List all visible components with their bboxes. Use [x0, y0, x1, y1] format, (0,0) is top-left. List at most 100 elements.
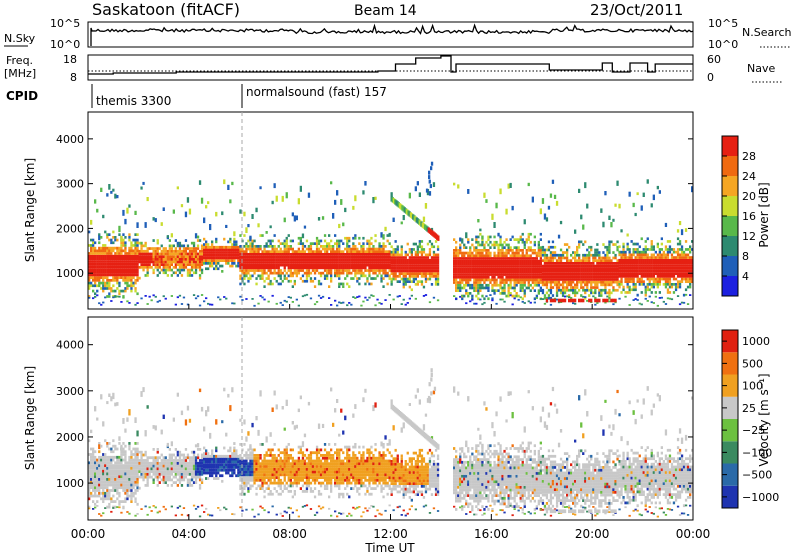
power-cell: [209, 253, 212, 257]
power-cell: [489, 267, 492, 271]
power-cell: [259, 247, 262, 251]
power-cell: [662, 300, 665, 303]
power-cell: [130, 249, 133, 253]
velocity-cell: [98, 478, 101, 481]
power-cell: [160, 268, 163, 272]
power-cell: [563, 295, 567, 298]
power-cell: [338, 285, 341, 288]
power-cell: [110, 252, 113, 255]
power-cell: [281, 258, 284, 262]
power-cell: [507, 283, 510, 287]
power-cell: [475, 294, 478, 298]
power-cell: [543, 272, 547, 276]
power-cell: [372, 277, 375, 280]
power-cell: [98, 273, 101, 277]
power-cell: [566, 248, 569, 252]
power-cell: [648, 295, 651, 298]
power-cell: [328, 266, 331, 270]
power-cell: [255, 255, 258, 259]
power-cell: [293, 263, 296, 267]
power-cell: [372, 271, 375, 275]
power-cell: [219, 251, 222, 254]
power-cell: [566, 295, 569, 298]
power-cell: [525, 265, 528, 268]
power-cell: [459, 251, 462, 255]
power-cell: [678, 272, 682, 275]
power-cell: [521, 262, 524, 266]
power-cell: [257, 269, 260, 272]
power-cell: [338, 223, 341, 229]
power-cell: [541, 259, 545, 262]
power-cell: [604, 272, 607, 276]
power-cell: [582, 224, 585, 230]
power-cell: [568, 283, 571, 287]
power-cell: [634, 242, 637, 246]
velocity-cell: [110, 469, 113, 473]
power-cell: [525, 262, 528, 266]
power-cell: [519, 286, 522, 290]
power-cell: [213, 245, 216, 249]
power-cell: [481, 257, 484, 260]
power-cell: [392, 269, 395, 273]
power-cell: [344, 263, 347, 267]
velocity-cell: [126, 480, 129, 484]
power-cell: [626, 264, 629, 267]
power-cell: [483, 262, 486, 266]
power-cell: [227, 248, 230, 252]
power-cell: [146, 197, 149, 202]
power-cell: [630, 277, 633, 281]
power-cell: [455, 278, 458, 282]
power-cell: [102, 260, 105, 263]
power-cell: [412, 258, 415, 262]
power-cell: [590, 286, 593, 289]
power-cell: [315, 258, 319, 262]
velocity-cell: [116, 489, 119, 492]
power-cell: [100, 273, 103, 277]
power-cell: [110, 260, 113, 263]
power-cell: [98, 281, 101, 285]
power-cell: [126, 273, 129, 277]
velocity-cell: [132, 478, 135, 481]
power-cell: [94, 270, 97, 274]
power-cell: [194, 266, 198, 269]
power-cell: [566, 264, 569, 268]
velocity-cell: [124, 497, 127, 501]
power-cell: [572, 280, 575, 284]
power-cell: [150, 299, 153, 302]
power-cell: [330, 261, 333, 264]
power-cell: [618, 269, 621, 273]
power-cell: [483, 254, 486, 258]
power-cell: [604, 275, 607, 279]
power-cell: [374, 271, 377, 275]
power-cell: [382, 242, 385, 245]
velocity-cell: [128, 469, 131, 473]
power-cell: [634, 266, 637, 270]
power-cell: [650, 258, 653, 262]
power-cell: [606, 272, 609, 276]
power-cell: [338, 250, 341, 253]
velocity-cell: [130, 500, 133, 503]
power-cell: [186, 255, 190, 258]
power-cell: [642, 248, 645, 251]
power-cell: [404, 266, 407, 270]
power-cell: [285, 239, 288, 243]
velocity-cell: [102, 483, 105, 487]
power-cell: [233, 231, 236, 237]
power-cell: [434, 275, 438, 278]
power-cell: [96, 284, 99, 288]
power-cell: [691, 248, 694, 251]
power-cell: [360, 274, 363, 278]
power-cell: [646, 300, 649, 302]
power-cell: [221, 270, 224, 273]
velocity-cell: [90, 466, 93, 470]
power-cell: [283, 250, 286, 253]
power-cell: [501, 243, 504, 247]
power-cell: [401, 205, 404, 211]
power-cell: [223, 248, 226, 252]
power-cell: [557, 278, 561, 281]
power-cell: [321, 295, 325, 298]
power-cell: [590, 291, 593, 295]
power-cell: [428, 269, 432, 273]
power-cell: [100, 252, 103, 255]
power-cell: [457, 270, 460, 274]
